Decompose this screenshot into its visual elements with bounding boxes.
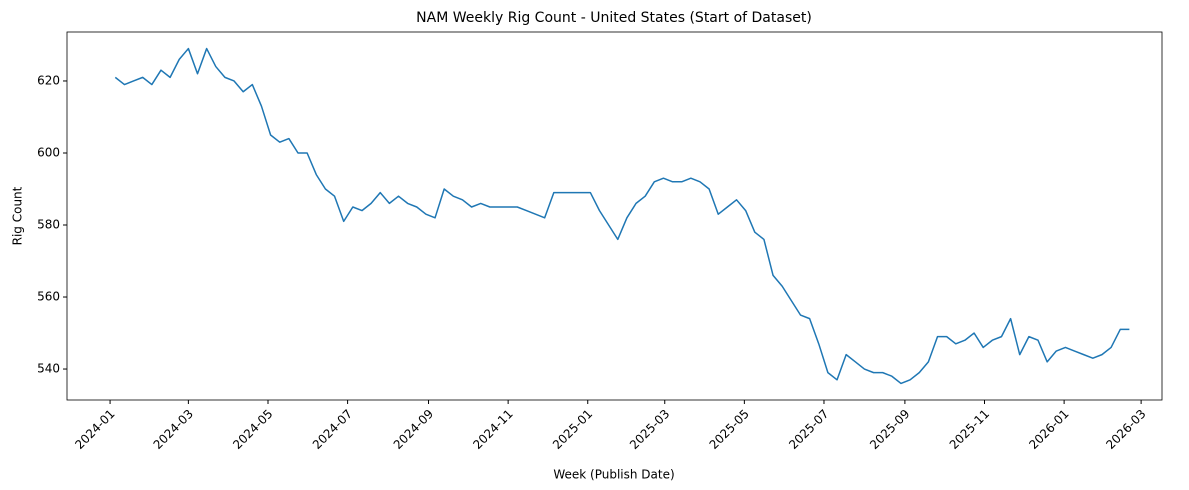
x-tick-label: 2026-03: [1103, 407, 1148, 452]
x-tick-label: 2025-05: [707, 407, 752, 452]
x-tick-label: 2025-11: [947, 407, 992, 452]
plot-frame: [66, 31, 1163, 401]
y-tick-label: 540: [37, 362, 60, 376]
x-tick-label: 2025-01: [550, 407, 595, 452]
x-axis-label: Week (Publish Date): [553, 468, 674, 482]
x-tick-label: 2025-03: [627, 407, 672, 452]
x-tick-label: 2024-03: [151, 407, 196, 452]
y-tick-label: 620: [37, 73, 60, 87]
y-tick-label: 580: [37, 218, 60, 232]
x-tick-label: 2025-07: [786, 407, 831, 452]
x-tick-label: 2026-01: [1026, 407, 1071, 452]
line-series: [114, 47, 1130, 385]
y-axis-label: Rig Count: [11, 186, 25, 245]
x-tick-label: 2024-07: [310, 407, 355, 452]
x-tick-label: 2025-09: [867, 407, 912, 452]
x-tick-label: 2024-05: [230, 407, 275, 452]
chart-title: NAM Weekly Rig Count - United States (St…: [416, 10, 812, 26]
x-tick-label: 2024-11: [470, 407, 515, 452]
y-tick-label: 600: [37, 145, 60, 159]
y-tick-label: 560: [37, 290, 60, 304]
x-tick-label: 2024-01: [72, 407, 117, 452]
x-tick-label: 2024-09: [391, 407, 436, 452]
